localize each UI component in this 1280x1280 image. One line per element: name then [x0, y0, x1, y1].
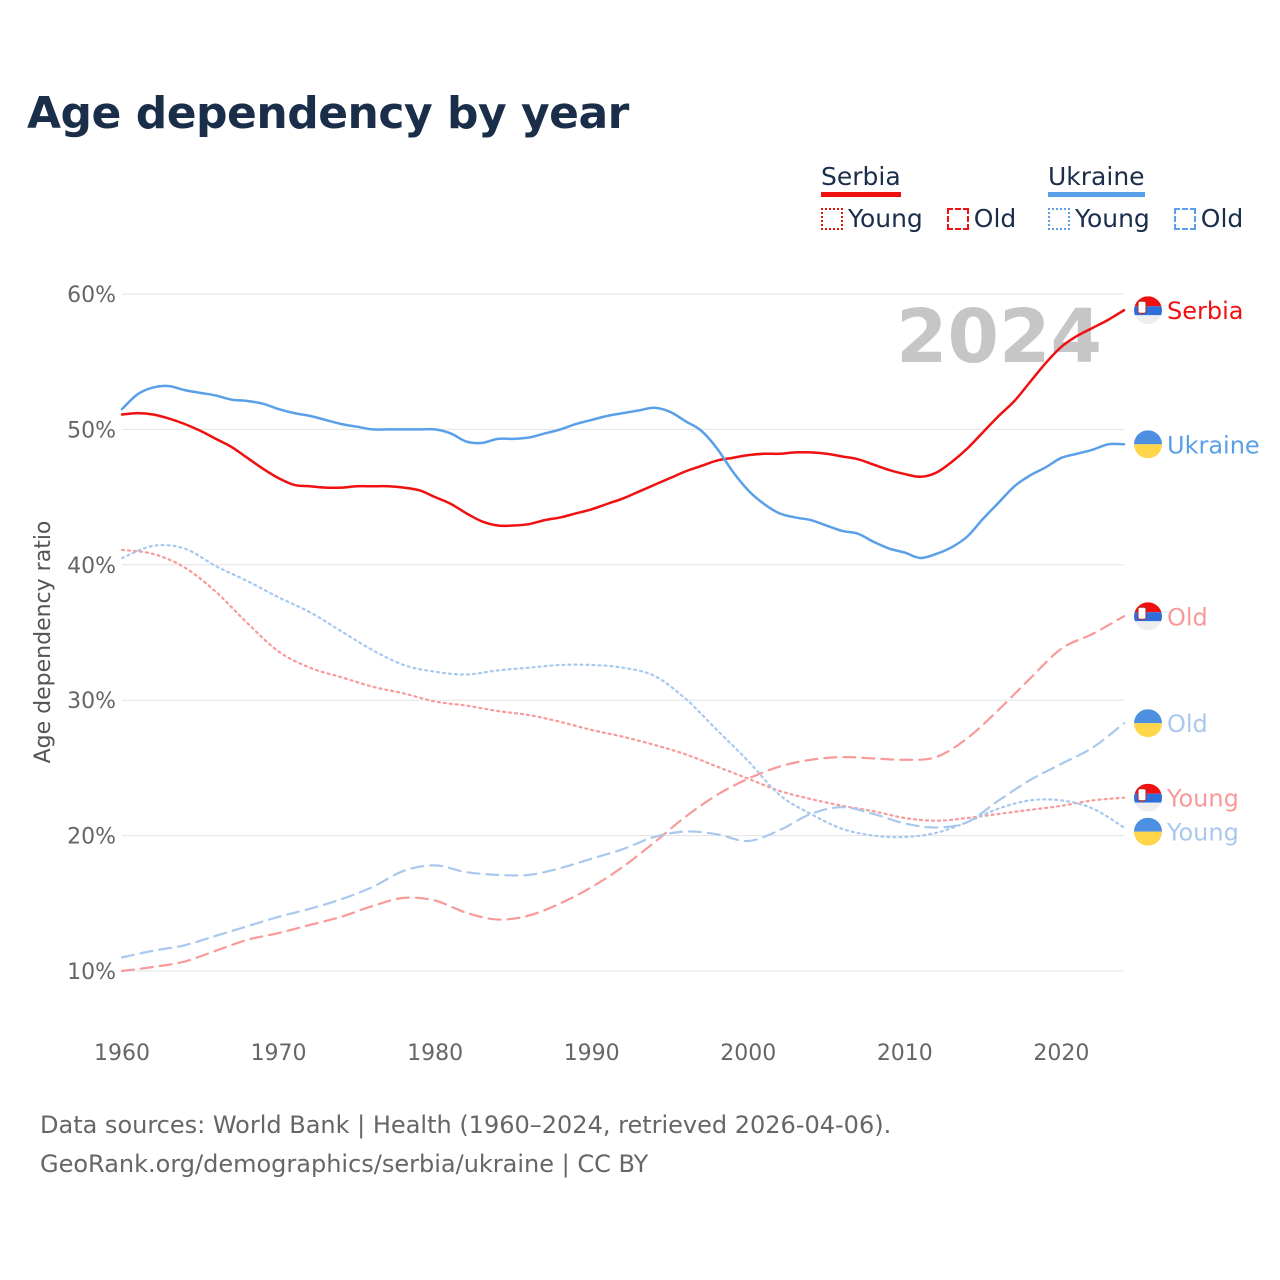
- chart-title: Age dependency by year: [27, 88, 629, 139]
- source-line-2[interactable]: GeoRank.org/demographics/serbia/ukraine …: [40, 1150, 649, 1178]
- series-line-serbia-young[interactable]: [120, 548, 1126, 822]
- legend-serbia[interactable]: Serbia Young Old: [821, 162, 1032, 233]
- year-watermark: 2024: [896, 294, 1102, 380]
- legend-dotted-swatch: [821, 208, 843, 230]
- legend-serbia-old[interactable]: Old: [973, 204, 1017, 233]
- series-line-ukraine[interactable]: [120, 384, 1126, 560]
- series-line-ukraine-old[interactable]: [120, 722, 1126, 959]
- x-tick-label: 1970: [251, 1041, 307, 1066]
- legend-ukraine-header[interactable]: Ukraine: [1048, 162, 1145, 198]
- x-tick-label: 2020: [1033, 1041, 1089, 1066]
- y-tick-label: 30%: [67, 689, 116, 714]
- legend-serbia-label: Serbia: [821, 162, 901, 191]
- legend-ukraine-young[interactable]: Young: [1075, 204, 1150, 233]
- x-tick-label: 2010: [877, 1041, 933, 1066]
- end-label-ukraine-young: Young: [1166, 819, 1239, 847]
- legend-ukraine-label: Ukraine: [1048, 162, 1145, 191]
- axes: 10% 20% 30% 40% 50% 60% 1960 1970 1980 1990 2000 20…: [67, 283, 1089, 1066]
- legend-ukraine-swatch: [1048, 192, 1145, 197]
- end-label-serbia: Serbia: [1167, 297, 1243, 325]
- legend-serbia-swatch: [821, 192, 901, 197]
- end-label-ukraine: Ukraine: [1167, 431, 1260, 459]
- flag-serbia-icon: [1134, 602, 1162, 631]
- y-tick-label: 60%: [67, 283, 116, 308]
- series-line-serbia[interactable]: [120, 308, 1126, 528]
- y-tick-label: 40%: [67, 554, 116, 579]
- series-line-ukraine-young[interactable]: [120, 544, 1126, 839]
- flag-serbia-icon: [1134, 783, 1162, 812]
- legend-dotted-swatch: [1048, 208, 1070, 230]
- x-tick-label: 1960: [94, 1041, 150, 1066]
- flag-ukraine-icon: [1134, 430, 1162, 459]
- end-label-serbia-old: Old: [1167, 603, 1208, 631]
- legend-ukraine-old[interactable]: Old: [1200, 204, 1244, 233]
- y-tick-label: 20%: [67, 825, 116, 850]
- legend-ukraine[interactable]: Ukraine Young Old: [1048, 162, 1259, 233]
- x-tick-label: 1980: [407, 1041, 463, 1066]
- end-label-serbia-young: Young: [1166, 785, 1239, 813]
- y-tick-label: 50%: [67, 418, 116, 443]
- y-axis-label: Age dependency ratio: [31, 521, 56, 764]
- legend-dashed-swatch: [946, 208, 969, 230]
- series-line-serbia-old[interactable]: [120, 615, 1126, 973]
- end-labels: Serbia Ukraine Old Old Young Young: [1134, 296, 1260, 847]
- flag-ukraine-icon: [1134, 709, 1162, 738]
- source-line-1: Data sources: World Bank | Health (1960–…: [40, 1111, 892, 1139]
- legend-dashed-swatch: [1173, 208, 1196, 230]
- legend-serbia-young[interactable]: Young: [848, 204, 923, 233]
- legend-serbia-header[interactable]: Serbia: [821, 162, 901, 198]
- x-tick-label: 1990: [564, 1041, 620, 1066]
- gridlines: [122, 293, 1124, 972]
- flag-ukraine-icon: [1134, 817, 1162, 846]
- flag-serbia-icon: [1134, 296, 1162, 325]
- y-tick-label: 10%: [67, 960, 116, 985]
- series-lines: [120, 308, 1126, 973]
- x-tick-label: 2000: [720, 1041, 776, 1066]
- source-note: Data sources: World Bank | Health (1960–…: [40, 1106, 891, 1184]
- end-label-ukraine-old: Old: [1167, 710, 1208, 738]
